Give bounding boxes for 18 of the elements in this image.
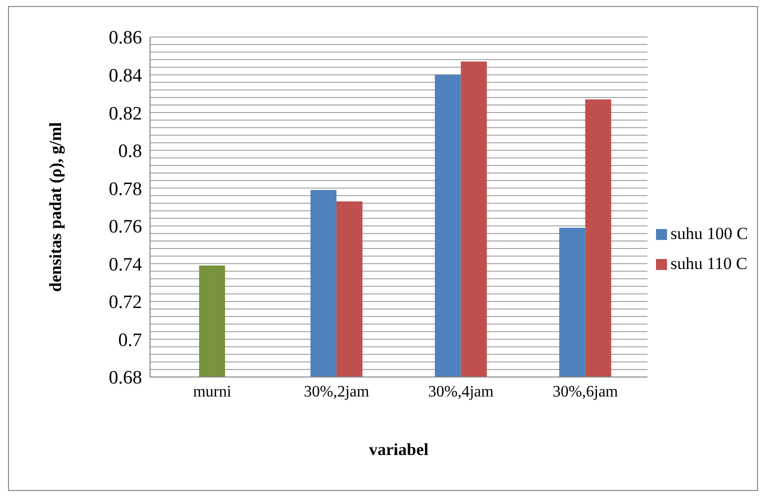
- x-tick-label: 30%,6jam: [552, 383, 619, 400]
- y-tick-label: 0.7: [118, 330, 142, 351]
- y-tick-label: 0.72: [108, 292, 142, 314]
- y-tick-label: 0.82: [108, 103, 142, 124]
- legend-label: suhu 110 C: [670, 254, 748, 272]
- y-axis-title: densitas padat (ρ), g/ml: [46, 122, 66, 292]
- x-axis-title: variabel: [369, 440, 429, 459]
- y-tick-label: 0.84: [108, 66, 142, 87]
- x-tick-label: 30%,2jam: [304, 383, 370, 400]
- legend-label: suhu 100 C: [670, 224, 748, 242]
- y-tick-label: 0.78: [108, 178, 142, 200]
- y-tick-label: 0.68: [108, 368, 142, 389]
- y-tick-label: 0.76: [108, 216, 142, 238]
- x-tick-label: murni: [193, 383, 232, 400]
- y-tick-label: 0.8: [118, 141, 142, 162]
- x-tick-label: 30%,4jam: [428, 383, 494, 400]
- y-tick-label: 0.86: [108, 28, 142, 49]
- y-tick-label: 0.74: [108, 254, 142, 276]
